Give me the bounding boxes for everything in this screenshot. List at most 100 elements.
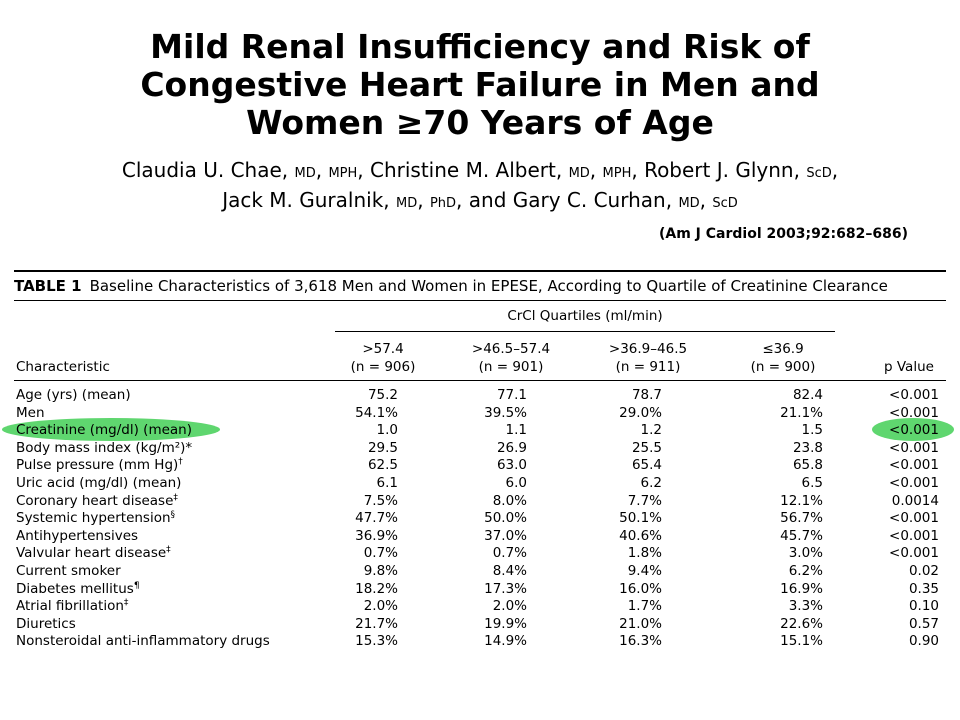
- value-cell: 40.6%: [619, 527, 662, 544]
- value-cell: 7.7%: [627, 492, 662, 509]
- value-cell: 2.0%: [492, 598, 527, 615]
- value-cell: 19.9%: [484, 615, 527, 632]
- value-cell: 6.1: [376, 475, 398, 491]
- pvalue-header: p Value: [884, 359, 934, 375]
- quartile-n-4: (n = 900): [750, 359, 816, 375]
- value-cell: 12.1%: [780, 492, 823, 509]
- footnote-marker: ‡: [166, 545, 171, 556]
- row-label: Pulse pressure (mm Hg)†: [16, 457, 183, 474]
- value-cell: 9.8%: [363, 563, 398, 579]
- footnote-marker: †: [178, 457, 183, 468]
- quartile-n-1: (n = 906): [350, 359, 416, 375]
- pvalue-cell: 0.02: [908, 563, 939, 579]
- author-list: Claudia U. Chae, MD, MPH, Christine M. A…: [60, 157, 900, 217]
- crcl-group-header: CrCl Quartiles (ml/min): [507, 308, 663, 324]
- pvalue-cell: <0.001: [889, 475, 939, 491]
- caption-top-rule: [14, 270, 946, 272]
- value-cell: 6.2%: [788, 563, 823, 579]
- author-degree: MPH: [602, 166, 632, 181]
- quartile-range-1: >57.4: [362, 341, 404, 357]
- quartile-n-2: (n = 901): [478, 359, 544, 375]
- value-cell: 1.7%: [627, 598, 662, 615]
- value-cell: 78.7: [631, 387, 662, 403]
- row-label: Creatinine (mg/dl) (mean): [16, 422, 192, 439]
- value-cell: 1.5: [801, 422, 823, 439]
- author-text: , and Gary C. Curhan,: [456, 188, 679, 212]
- value-cell: 9.4%: [627, 563, 662, 579]
- value-cell: 3.3%: [788, 598, 823, 615]
- value-cell: 15.1%: [780, 633, 823, 650]
- author-text: ,: [417, 188, 430, 212]
- table-caption-text: Baseline Characteristics of 3,618 Men an…: [89, 277, 888, 295]
- row-label: Atrial fibrillation‡: [16, 598, 129, 615]
- author-text: Claudia U. Chae,: [121, 158, 295, 182]
- value-cell: 16.0%: [619, 580, 662, 597]
- footnote-marker: ‡: [173, 492, 178, 503]
- value-cell: 7.5%: [363, 492, 398, 509]
- pvalue-cell: <0.001: [889, 387, 939, 403]
- characteristic-header: Characteristic: [16, 359, 110, 375]
- author-text: ,: [699, 188, 713, 212]
- value-cell: 36.9%: [355, 527, 398, 544]
- value-cell: 50.1%: [619, 510, 662, 527]
- value-cell: 1.1: [505, 422, 527, 439]
- header-bottom-rule: [14, 380, 946, 381]
- author-degree: MPH: [328, 166, 358, 181]
- quartile-range-4: ≤36.9: [762, 341, 804, 357]
- value-cell: 63.0: [496, 457, 527, 474]
- quartile-n-3: (n = 911): [615, 359, 681, 375]
- footnote-marker: ¶: [133, 580, 140, 591]
- pvalue-cell: 0.0014: [891, 492, 939, 509]
- table-label: TABLE 1: [14, 277, 82, 295]
- value-cell: 21.0%: [619, 615, 662, 632]
- quartile-range-2: >46.5–57.4: [471, 341, 551, 357]
- value-cell: 18.2%: [355, 580, 398, 597]
- value-cell: 50.0%: [484, 510, 527, 527]
- title-line-3: Women ≥70 Years of Age: [246, 103, 714, 142]
- pvalue-cell: <0.001: [889, 404, 939, 421]
- value-cell: 1.0: [376, 422, 398, 439]
- value-cell: 56.7%: [780, 510, 823, 527]
- value-cell: 29.0%: [619, 404, 662, 421]
- row-label: Diabetes mellitus¶: [16, 580, 140, 597]
- row-label: Coronary heart disease‡: [16, 492, 178, 509]
- pvalue-cell: 0.57: [908, 615, 939, 632]
- value-cell: 1.2: [640, 422, 662, 439]
- pvalue-cell: <0.001: [889, 439, 939, 456]
- highlight-creatinine-label: [2, 418, 220, 442]
- value-cell: 16.9%: [780, 580, 823, 597]
- author-text: Jack M. Guralnik,: [222, 188, 396, 212]
- author-text: ,: [589, 158, 603, 182]
- value-cell: 8.0%: [492, 492, 527, 509]
- value-cell: 2.0%: [363, 598, 398, 615]
- value-cell: 62.5: [367, 457, 398, 474]
- quartile-range-3: >36.9–46.5: [608, 341, 688, 357]
- pvalue-cell: <0.001: [889, 545, 939, 562]
- value-cell: 23.8: [792, 439, 823, 456]
- value-cell: 29.5: [367, 439, 398, 456]
- value-cell: 25.5: [631, 439, 662, 456]
- row-label: Men: [16, 404, 45, 421]
- author-degree: ScD: [806, 166, 832, 181]
- pvalue-cell: 0.90: [908, 633, 939, 650]
- value-cell: 0.7%: [492, 545, 527, 562]
- author-degree: MD: [396, 196, 418, 211]
- value-cell: 54.1%: [355, 404, 398, 421]
- value-cell: 15.3%: [355, 633, 398, 650]
- author-degree: ScD: [712, 196, 738, 211]
- row-label: Valvular heart disease‡: [16, 545, 171, 562]
- group-header-rule: [335, 331, 835, 332]
- pvalue-cell: 0.10: [908, 598, 939, 615]
- value-cell: 0.7%: [363, 545, 398, 562]
- row-label: Systemic hypertension§: [16, 510, 176, 527]
- value-cell: 26.9: [496, 439, 527, 456]
- highlight-creatinine-pvalue: [872, 418, 954, 442]
- value-cell: 75.2: [367, 387, 398, 403]
- value-cell: 16.3%: [619, 633, 662, 650]
- value-cell: 6.2: [640, 475, 662, 491]
- value-cell: 6.0: [505, 475, 527, 491]
- author-degree: PhD: [429, 196, 457, 211]
- row-label: Body mass index (kg/m²)*: [16, 439, 193, 456]
- author-text: ,: [315, 158, 329, 182]
- value-cell: 21.7%: [355, 615, 398, 632]
